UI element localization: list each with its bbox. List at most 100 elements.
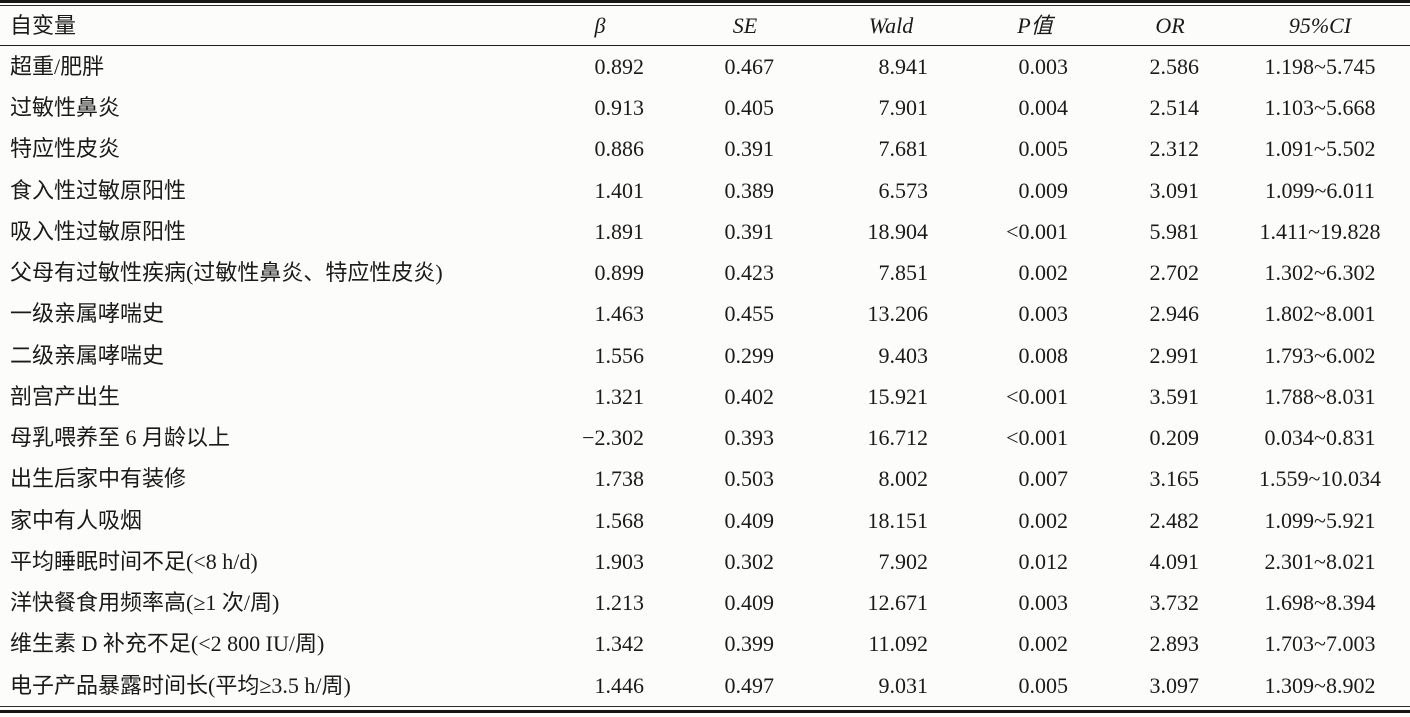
variable-cell: 一级亲属哮喘史	[10, 301, 165, 327]
se-cell: 0.302	[724, 548, 775, 574]
wald-cell: 18.151	[867, 507, 929, 533]
wald-cell: 9.031	[878, 672, 929, 698]
se-cell: 0.467	[724, 53, 775, 79]
beta-cell: 0.892	[594, 53, 645, 79]
ci-cell: 1.703~7.003	[1264, 631, 1376, 657]
table-row: 平均睡眠时间不足(<8 h/d) 1.903 0.302 7.902 0.012 4.09…	[0, 541, 1410, 582]
beta-cell: 0.913	[594, 95, 645, 121]
ci-cell: 1.793~6.002	[1264, 342, 1376, 368]
variable-cell: 吸入性过敏原阳性	[10, 218, 187, 244]
variable-cell: 洋快餐食用频率高(≥1 次/周)	[10, 590, 280, 616]
beta-cell: 1.556	[594, 342, 645, 368]
ci-cell: 1.411~19.828	[1259, 218, 1381, 244]
se-cell: 0.389	[724, 177, 775, 203]
variable-cell: 过敏性鼻炎	[10, 95, 121, 121]
p-value-cell: <0.001	[1006, 218, 1068, 244]
or-cell: 2.312	[1149, 136, 1200, 162]
p-value-cell: 0.008	[1018, 342, 1069, 368]
p-value-cell: 0.003	[1018, 301, 1069, 327]
table-row: 家中有人吸烟 1.568 0.409 18.151 0.002 2.482 1.099~5.…	[0, 500, 1410, 541]
beta-cell: 1.342	[594, 631, 645, 657]
beta-cell: 1.213	[594, 590, 645, 616]
p-value-cell: <0.001	[1006, 425, 1068, 451]
table-top-rule-thin	[0, 5, 1410, 6]
table-row: 洋快餐食用频率高(≥1 次/周) 1.213 0.409 12.671 0.003 3.7…	[0, 582, 1410, 623]
ci-cell: 1.099~5.921	[1264, 507, 1376, 533]
header-variable: 自变量	[0, 6, 560, 46]
table-row: 过敏性鼻炎 0.913 0.405 7.901 0.004 2.514 1.103~5.66…	[0, 87, 1410, 128]
ci-cell: 1.091~5.502	[1264, 136, 1376, 162]
variable-cell: 电子产品暴露时间长(平均≥3.5 h/周)	[10, 672, 351, 698]
header-wald: Wald	[800, 6, 950, 46]
se-cell: 0.455	[724, 301, 775, 327]
table-row: 母乳喂养至 6 月龄以上 −2.302 0.393 16.712 <0.001 0.209…	[0, 417, 1410, 458]
variable-cell: 父母有过敏性疾病(过敏性鼻炎、特应性皮炎)	[10, 260, 443, 286]
p-value-cell: 0.003	[1018, 590, 1069, 616]
se-cell: 0.405	[724, 95, 775, 121]
variable-cell: 出生后家中有装修	[10, 466, 187, 492]
beta-cell: 1.568	[594, 507, 645, 533]
se-cell: 0.503	[724, 466, 775, 492]
variable-cell: 剖宫产出生	[10, 383, 121, 409]
table-row: 剖宫产出生 1.321 0.402 15.921 <0.001 3.591 1.788~8.…	[0, 376, 1410, 417]
table-row: 出生后家中有装修 1.738 0.503 8.002 0.007 3.165 1.559~1…	[0, 458, 1410, 499]
wald-cell: 8.002	[878, 466, 929, 492]
table-bottom-rule-thin	[0, 706, 1410, 707]
ci-cell: 1.788~8.031	[1264, 383, 1376, 409]
or-cell: 3.091	[1149, 177, 1200, 203]
table-row: 一级亲属哮喘史 1.463 0.455 13.206 0.003 2.946 1.802~8…	[0, 293, 1410, 334]
table-bottom-rule-thick	[0, 710, 1410, 713]
wald-cell: 7.851	[878, 260, 929, 286]
se-cell: 0.423	[724, 260, 775, 286]
beta-cell: 1.903	[594, 548, 645, 574]
p-value-cell: 0.007	[1018, 466, 1069, 492]
ci-cell: 1.302~6.302	[1264, 260, 1376, 286]
p-value-cell: 0.002	[1018, 260, 1069, 286]
table-row: 二级亲属哮喘史 1.556 0.299 9.403 0.008 2.991 1.793~6.…	[0, 335, 1410, 376]
p-value-cell: 0.005	[1018, 136, 1069, 162]
header-se: SE	[660, 6, 800, 46]
se-cell: 0.409	[724, 590, 775, 616]
p-value-cell: 0.009	[1018, 177, 1069, 203]
wald-cell: 18.904	[867, 218, 929, 244]
wald-cell: 7.681	[878, 136, 929, 162]
p-value-cell: 0.003	[1018, 53, 1069, 79]
beta-cell: 1.891	[594, 218, 645, 244]
or-cell: 2.586	[1149, 53, 1200, 79]
variable-cell: 特应性皮炎	[10, 136, 121, 162]
table-row: 维生素 D 补充不足(<2 800 IU/周) 1.342 0.399 11.092 0…	[0, 623, 1410, 664]
se-cell: 0.391	[724, 218, 775, 244]
regression-table: 自变量 β SE Wald P值 OR 95%CI 超重/肥胖 0.892 0.46…	[0, 6, 1410, 706]
beta-cell: 1.401	[594, 177, 645, 203]
p-value-cell: 0.004	[1018, 95, 1069, 121]
beta-cell: 1.321	[594, 383, 645, 409]
beta-cell: 0.886	[594, 136, 645, 162]
ci-cell: 0.034~0.831	[1264, 425, 1376, 451]
table-row: 父母有过敏性疾病(过敏性鼻炎、特应性皮炎) 0.899 0.423 7.851 0.00…	[0, 252, 1410, 293]
beta-cell: −2.302	[582, 425, 644, 451]
or-cell: 2.946	[1149, 301, 1200, 327]
or-cell: 2.482	[1149, 507, 1200, 533]
or-cell: 3.591	[1149, 383, 1200, 409]
ci-cell: 1.698~8.394	[1264, 590, 1376, 616]
se-cell: 0.391	[724, 136, 775, 162]
wald-cell: 6.573	[878, 177, 929, 203]
variable-cell: 超重/肥胖	[10, 53, 105, 79]
beta-cell: 1.446	[594, 672, 645, 698]
p-value-cell: 0.012	[1018, 548, 1069, 574]
ci-cell: 1.103~5.668	[1264, 95, 1376, 121]
or-cell: 3.165	[1149, 466, 1200, 492]
variable-cell: 二级亲属哮喘史	[10, 342, 165, 368]
or-cell: 3.097	[1149, 672, 1200, 698]
header-ci: 95%CI	[1230, 6, 1410, 46]
wald-cell: 15.921	[867, 383, 929, 409]
ci-cell: 1.309~8.902	[1264, 672, 1376, 698]
ci-cell: 1.198~5.745	[1264, 53, 1376, 79]
table-top-rule-thick	[0, 0, 1410, 3]
variable-cell: 家中有人吸烟	[10, 507, 143, 533]
ci-cell: 2.301~8.021	[1264, 548, 1376, 574]
se-cell: 0.409	[724, 507, 775, 533]
header-or: OR	[1090, 6, 1230, 46]
ci-cell: 1.559~10.034	[1259, 466, 1381, 492]
